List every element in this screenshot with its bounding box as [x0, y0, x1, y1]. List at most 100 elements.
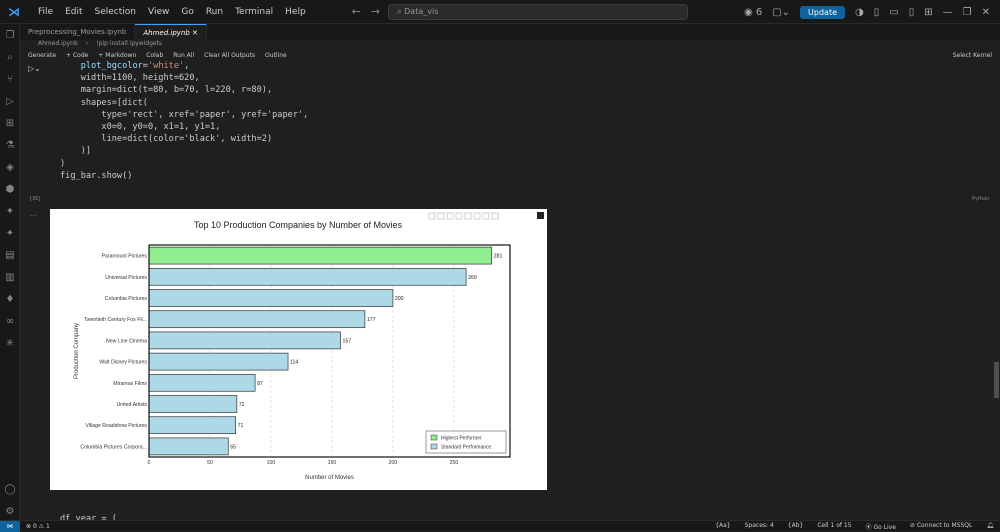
camera-icon[interactable]	[428, 212, 436, 220]
bar-4[interactable]	[148, 331, 341, 350]
select-kernel-button[interactable]: Select Kernel	[952, 51, 992, 59]
tab-preprocessing-movies[interactable]: Preprocessing_Movies.ipynb	[20, 24, 136, 40]
code-line: )	[60, 158, 66, 169]
layout-sidebar-icon[interactable]: ▯	[873, 6, 880, 18]
bar-9[interactable]	[148, 437, 229, 456]
accounts-icon[interactable]: ◯	[4, 483, 16, 495]
indentation-status[interactable]: Spaces: 4	[744, 521, 774, 529]
menu-item-go[interactable]: Go	[181, 6, 194, 17]
notebook-icon[interactable]: ▥	[5, 271, 15, 283]
database-icon[interactable]: ◈	[6, 161, 14, 173]
add-markdown-button[interactable]: + Markdown	[98, 51, 137, 59]
bar-2[interactable]	[148, 289, 394, 307]
mssql-connect-button[interactable]: ⊘ Connect to MSSQL	[909, 521, 973, 529]
legend-entry[interactable]: Standard Performance	[441, 445, 492, 451]
expand-output-icon[interactable]	[537, 212, 544, 219]
bar-0[interactable]	[148, 246, 493, 265]
outline-button[interactable]: Outline	[265, 51, 287, 59]
python-env-icon[interactable]: ✦	[5, 227, 15, 239]
x-tick-label: 200	[389, 460, 398, 466]
code-line: margin=dict(t=80, b=70, l=220, r=80),	[60, 85, 273, 96]
run-debug-icon[interactable]: ▷	[6, 95, 14, 107]
remote-explorer-icon[interactable]: ▤	[5, 249, 15, 261]
colab-button[interactable]: Colab	[146, 51, 164, 59]
breadcrumb-item-file[interactable]: Ahmed.ipynb	[38, 40, 78, 47]
cell-language[interactable]: Python	[972, 196, 990, 202]
code-cell-editor[interactable]: plot_bgcolor='white', width=1100, height…	[44, 60, 984, 210]
bar-3[interactable]	[148, 310, 366, 329]
explorer-icon[interactable]: ❐	[5, 29, 15, 41]
bar-5[interactable]	[148, 352, 289, 371]
restore-icon[interactable]: ❐	[962, 6, 972, 18]
generate-button[interactable]: Generate	[28, 51, 57, 59]
plot-frame	[148, 244, 511, 458]
layout-sidebar-right-icon[interactable]: ▯	[908, 6, 915, 18]
notifications-bell-icon[interactable]: 🔔︎	[986, 521, 994, 529]
bar-6[interactable]	[148, 373, 256, 392]
source-control-icon[interactable]: ⑂	[7, 73, 13, 85]
status-item-a1[interactable]: {Aa}	[715, 521, 731, 529]
minimize-icon[interactable]: —	[942, 6, 953, 18]
back-arrow-icon[interactable]: ←	[351, 5, 361, 18]
copilot-icon[interactable]: ◉ 6	[743, 6, 763, 18]
status-item-a2[interactable]: {Ab}	[787, 521, 804, 529]
category-tick-label: Miramax Films	[113, 381, 147, 387]
output-collapse-icon[interactable]: …	[30, 210, 37, 218]
forward-arrow-icon[interactable]: →	[370, 5, 381, 18]
clear-outputs-button[interactable]: Clear All Outputs	[204, 51, 256, 59]
bar-1[interactable]	[148, 267, 467, 286]
bar-chart: Top 10 Production Companies by Number of…	[74, 212, 544, 481]
add-code-button[interactable]: + Code	[66, 51, 89, 59]
reset-axes-icon[interactable]	[482, 212, 490, 220]
menu-item-file[interactable]: File	[38, 6, 54, 17]
zoom-out-icon[interactable]	[464, 212, 472, 220]
menu-item-terminal[interactable]: Terminal	[235, 6, 274, 17]
plotly-logo-icon[interactable]	[491, 212, 499, 220]
remote-indicator-icon[interactable]: ⋈	[0, 520, 20, 532]
account-icon[interactable]: ◑	[855, 6, 864, 18]
code-line: type='rect', xref='paper', yref='paper',	[60, 109, 309, 120]
breadcrumb-item-cell[interactable]: !pip install ipywidgets	[96, 40, 163, 47]
run-all-button[interactable]: Run All	[173, 51, 195, 59]
pan-icon[interactable]	[446, 212, 454, 220]
extensions-icon[interactable]: ⊞	[5, 117, 15, 129]
customize-layout-icon[interactable]: ⊞	[924, 6, 933, 18]
scrollbar-thumb[interactable]	[994, 362, 999, 398]
update-button[interactable]: Update	[800, 5, 846, 19]
menu-item-view[interactable]: View	[147, 6, 170, 17]
search-icon[interactable]: ⌕	[7, 51, 13, 63]
execution-count: [36]	[30, 196, 41, 202]
zoom-icon[interactable]	[437, 212, 445, 220]
docker-icon[interactable]: ⬢	[5, 183, 15, 195]
problems-indicator[interactable]: ⊗ 0 ⚠ 1	[26, 522, 50, 530]
command-center-search[interactable]: ⌕ Data_vis	[388, 3, 689, 20]
chat-icon[interactable]: ▢⌄	[772, 6, 791, 18]
menu-item-selection[interactable]: Selection	[94, 6, 136, 17]
mongodb-icon[interactable]: ♦	[5, 293, 15, 305]
zoom-in-icon[interactable]	[455, 212, 463, 220]
bar-8[interactable]	[148, 416, 236, 435]
cell-position-status[interactable]: Cell 1 of 15	[817, 521, 852, 529]
live-share-icon[interactable]: ∞	[5, 315, 15, 327]
menu-item-edit[interactable]: Edit	[65, 6, 83, 17]
menu-item-help[interactable]: Help	[285, 6, 306, 17]
plotly-chart-output[interactable]: Top 10 Production Companies by Number of…	[50, 209, 547, 490]
run-cell-icon[interactable]: ▷⌄	[28, 64, 41, 73]
next-code-cell[interactable]: df_year = (	[60, 514, 117, 524]
legend-swatch	[430, 443, 438, 450]
data-label: 200	[395, 296, 404, 302]
gemini-icon[interactable]: ✳	[5, 337, 15, 349]
menu-item-run[interactable]: Run	[205, 6, 224, 17]
python-icon[interactable]: ✦	[5, 205, 15, 217]
close-icon[interactable]: ✕	[981, 6, 990, 18]
autoscale-icon[interactable]	[473, 212, 481, 220]
settings-gear-icon[interactable]: ⚙	[5, 505, 15, 517]
layout-panel-icon[interactable]: ▭	[889, 6, 899, 18]
category-tick-label: Walt Disney Pictures	[99, 360, 147, 366]
go-live-button[interactable]: ⦿ Go Live	[865, 523, 896, 531]
bar-7[interactable]	[148, 395, 238, 413]
tab-close-icon[interactable]: ✕	[192, 28, 198, 37]
testing-icon[interactable]: ⚗	[5, 139, 15, 151]
tab-ahmed[interactable]: Ahmed.ipynb ✕	[135, 24, 207, 40]
legend-entry[interactable]: Highest Performer	[441, 436, 482, 442]
